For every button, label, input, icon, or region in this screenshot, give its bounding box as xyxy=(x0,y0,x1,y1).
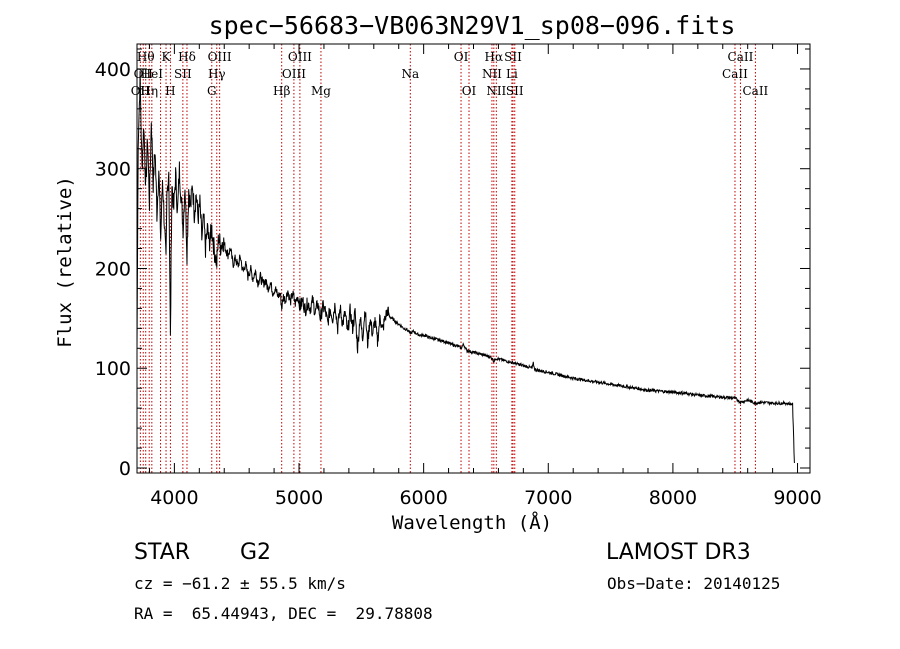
line-marker-label: H xyxy=(165,84,175,98)
survey-name: LAMOST DR3 xyxy=(606,540,751,565)
line-marker-label: Hη xyxy=(140,84,158,98)
x-tick-label: 7000 xyxy=(524,487,572,509)
y-axis-ticks: 0 100 200 300 400 xyxy=(95,48,810,480)
line-marker-label: Li xyxy=(506,67,518,81)
spectrum-line xyxy=(136,70,795,464)
y-tick-label: 400 xyxy=(95,59,131,81)
line-marker-label: CaII xyxy=(722,67,748,81)
line-marker-label: Hα xyxy=(485,50,504,64)
x-axis-label: Wavelength (Å) xyxy=(392,511,552,534)
line-marker-label: Hθ xyxy=(137,50,155,64)
line-marker-label: Hδ xyxy=(178,50,196,64)
x-tick-label: 5000 xyxy=(275,487,323,509)
object-class: STAR xyxy=(134,540,191,565)
line-marker-label: NII xyxy=(482,67,502,81)
line-marker-label: K xyxy=(162,50,172,64)
line-marker-label: OIII xyxy=(208,50,232,64)
y-axis-label: Flux (relative) xyxy=(54,176,76,348)
line-marker-label: Hβ xyxy=(273,84,290,98)
line-marker-label: G xyxy=(207,84,217,98)
x-tick-label: 9000 xyxy=(773,487,821,509)
line-marker-label: Hγ xyxy=(208,67,226,81)
line-marker-label: SII xyxy=(506,84,524,98)
x-tick-label: 8000 xyxy=(649,487,697,509)
coordinates: RA = 65.44943, DEC = 29.78808 xyxy=(134,604,433,623)
x-tick-label: 6000 xyxy=(399,487,447,509)
line-marker-label: OII xyxy=(134,67,154,81)
x-tick-label: 4000 xyxy=(150,487,198,509)
line-marker-label: CaII xyxy=(728,50,754,64)
line-marker-label: SII xyxy=(174,67,192,81)
redshift-readout: cz = −61.2 ± 55.5 km/s xyxy=(134,574,346,593)
line-marker-label: OI xyxy=(454,50,469,64)
y-tick-label: 200 xyxy=(95,258,131,280)
line-marker-label: OIII xyxy=(282,67,306,81)
y-tick-label: 0 xyxy=(119,458,131,480)
chart-title: spec−56683−VB063N29V1_sp08−096.fits xyxy=(209,11,736,40)
object-subclass: G2 xyxy=(240,540,272,565)
line-marker-labels: OIIOIIHθHηHeIKHSIIHδGHγOIIIHβOIIIOIIIMgN… xyxy=(131,50,769,98)
y-tick-label: 100 xyxy=(95,358,131,380)
line-marker-label: HeI xyxy=(141,67,164,81)
line-marker-label: SII xyxy=(504,50,522,64)
line-marker-label: OIII xyxy=(288,50,312,64)
line-marker-label: NII xyxy=(486,84,506,98)
line-marker-label: OI xyxy=(462,84,477,98)
line-marker-label: CaII xyxy=(742,84,768,98)
line-marker-label: Na xyxy=(401,67,419,81)
obs-date: Obs−Date: 20140125 xyxy=(607,574,781,593)
y-tick-label: 300 xyxy=(95,159,131,181)
plot-frame xyxy=(136,43,811,474)
x-axis-ticks: 4000 5000 6000 7000 8000 9000 xyxy=(148,44,822,509)
line-marker-label: Mg xyxy=(311,84,331,98)
